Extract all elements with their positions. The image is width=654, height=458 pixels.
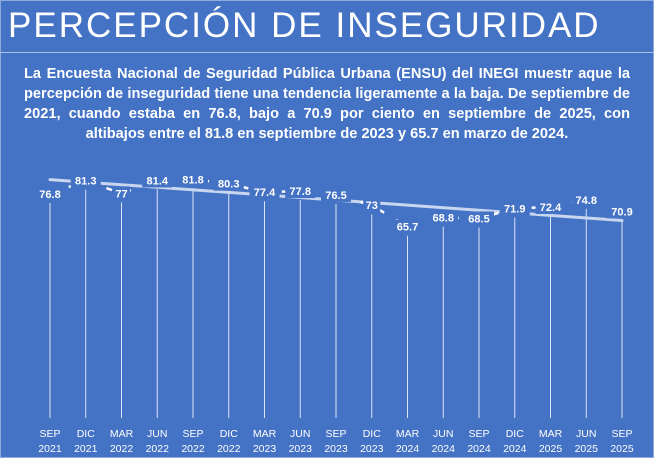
x-tick-year: 2023 — [324, 443, 348, 455]
data-label-bg — [428, 210, 459, 225]
data-label: 77.8 — [290, 186, 311, 198]
x-tick-year: 2025 — [575, 443, 599, 455]
x-tick-year: 2021 — [38, 443, 62, 455]
data-label-bg — [363, 198, 381, 213]
data-label: 80.3 — [218, 179, 239, 191]
data-label: 81.3 — [75, 176, 96, 188]
data-label: 76.5 — [325, 190, 346, 202]
data-label: 77.4 — [254, 187, 276, 199]
x-tick-month: SEP — [182, 428, 203, 440]
page-title: PERCEPCIÓN DE INSEGURIDAD — [8, 6, 601, 45]
data-label-bg — [464, 211, 494, 226]
x-tick-month: SEP — [39, 428, 60, 440]
x-tick-month: JUN — [147, 428, 167, 440]
data-label: 68.5 — [468, 213, 489, 225]
data-label-bg — [35, 187, 65, 201]
data-label: 77 — [115, 188, 127, 200]
data-label: 76.8 — [39, 189, 60, 201]
x-tick-month: MAR — [110, 428, 134, 440]
x-tick-month: SEP — [611, 428, 632, 440]
data-label: 71.9 — [504, 203, 525, 215]
x-tick-month: JUN — [290, 428, 310, 440]
x-tick-year: 2023 — [253, 443, 277, 455]
x-tick-year: 2021 — [74, 443, 98, 455]
x-tick-month: SEP — [325, 428, 346, 440]
x-tick-month: DIC — [220, 428, 239, 440]
description-text: La Encuesta Nacional de Seguridad Públic… — [24, 66, 630, 142]
data-label: 81.8 — [182, 174, 203, 186]
data-label: 72.4 — [540, 202, 562, 214]
data-label-bg — [178, 172, 208, 187]
x-tick-month: DIC — [506, 428, 525, 440]
x-tick-year: 2023 — [360, 443, 384, 455]
x-tick-year: 2022 — [110, 443, 134, 455]
data-label-bg — [571, 192, 602, 207]
x-tick-month: SEP — [468, 428, 489, 440]
data-label-bg — [607, 204, 637, 219]
x-tick-year: 2022 — [146, 443, 170, 455]
data-label: 81.4 — [147, 175, 169, 187]
x-tick-month: JUN — [576, 428, 596, 440]
data-label-bg — [392, 219, 423, 234]
x-tick-month: MAR — [396, 428, 420, 440]
x-tick-month: DIC — [363, 428, 382, 440]
data-label-bg — [249, 185, 280, 200]
x-tick-year: 2022 — [217, 443, 241, 455]
data-label: 73 — [366, 200, 378, 212]
data-label-bg — [321, 187, 351, 202]
x-tick-month: JUN — [433, 428, 453, 440]
data-label-bg — [499, 201, 530, 216]
x-tick-year: 2025 — [610, 443, 634, 455]
x-tick-year: 2024 — [503, 443, 527, 455]
x-tick-month: MAR — [539, 428, 563, 440]
data-label-bg — [70, 173, 101, 188]
x-tick-year: 2024 — [396, 443, 420, 455]
data-label: 70.9 — [611, 206, 632, 218]
data-label-bg — [285, 184, 316, 199]
data-label-bg — [535, 199, 566, 214]
data-label-bg — [113, 186, 130, 201]
data-label: 68.8 — [433, 213, 454, 225]
x-tick-month: MAR — [253, 428, 277, 440]
x-tick-year: 2024 — [467, 443, 491, 455]
x-tick-month: DIC — [77, 428, 96, 440]
x-tick-year: 2024 — [432, 443, 456, 455]
data-label-bg — [142, 173, 173, 188]
x-tick-year: 2022 — [181, 443, 205, 455]
data-label-bg — [213, 176, 244, 191]
data-label: 65.7 — [397, 222, 418, 234]
x-tick-year: 2023 — [289, 443, 313, 455]
data-label: 74.8 — [576, 195, 597, 207]
x-tick-year: 2025 — [539, 443, 563, 455]
title-divider — [0, 52, 654, 53]
